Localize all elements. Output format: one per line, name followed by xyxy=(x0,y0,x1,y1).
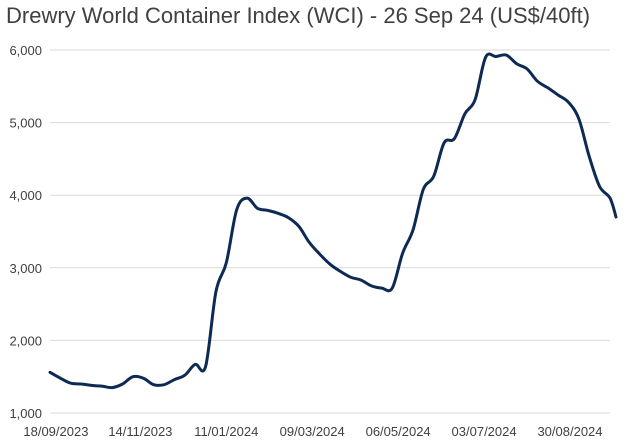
y-tick-label: 4,000 xyxy=(9,188,42,203)
y-tick-label: 6,000 xyxy=(9,43,42,58)
gridlines xyxy=(50,49,610,414)
x-tick-label: 18/09/2023 xyxy=(23,424,88,439)
y-axis-tick-labels: 1,000 2,000 3,000 4,000 5,000 6,000 xyxy=(9,43,42,421)
x-tick-label: 14/11/2023 xyxy=(108,424,172,439)
x-tick-label: 30/08/2024 xyxy=(537,424,602,439)
chart-title: Drewry World Container Index (WCI) - 26 … xyxy=(6,3,591,28)
x-tick-label: 09/03/2024 xyxy=(280,424,345,439)
y-tick-label: 2,000 xyxy=(9,333,42,348)
x-tick-label: 06/05/2024 xyxy=(366,424,431,439)
y-tick-label: 5,000 xyxy=(9,116,42,131)
y-tick-label: 3,000 xyxy=(9,261,42,276)
x-tick-label: 03/07/2024 xyxy=(452,424,517,439)
series-line xyxy=(48,52,618,390)
x-axis-tick-labels: 18/09/2023 14/11/2023 11/01/2024 09/03/2024… xyxy=(23,424,602,439)
y-tick-label: 1,000 xyxy=(9,406,42,421)
x-tick-label: 11/01/2024 xyxy=(194,424,258,439)
